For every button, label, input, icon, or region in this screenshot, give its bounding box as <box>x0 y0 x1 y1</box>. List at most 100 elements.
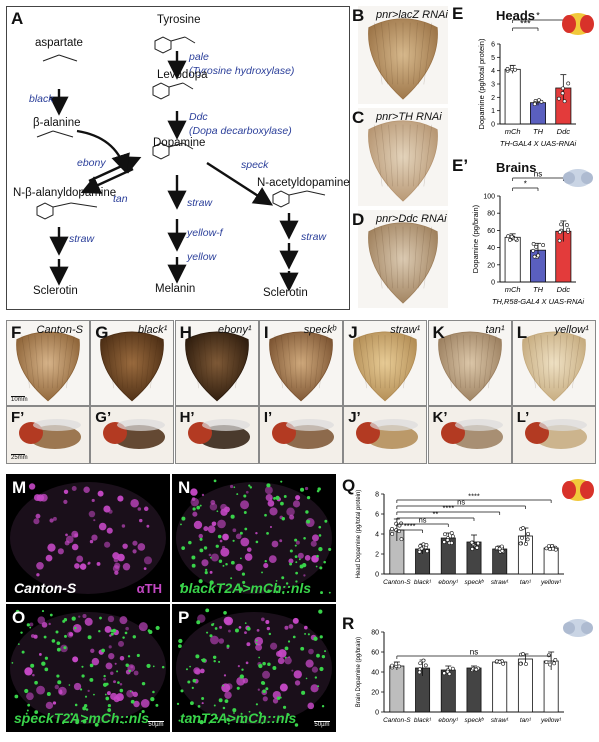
data-point <box>476 541 480 546</box>
category-label: TH <box>533 127 544 136</box>
y-axis-label: Dopamine (pg/total protein) <box>477 38 486 129</box>
pale-enzyme: (Tyrosine hydroxylase) <box>189 65 295 77</box>
ddc-label: Ddc <box>189 111 208 123</box>
panel-letter-sub: F’ <box>11 409 25 426</box>
category-label: mCh <box>505 285 521 294</box>
data-point <box>559 222 564 227</box>
confocal-genotype-label: speckT2A>mCh::nls <box>14 710 149 726</box>
thorax-image-g <box>91 321 174 405</box>
confocal-image <box>176 479 332 595</box>
significance-label: ns <box>534 170 542 179</box>
category-label: speckᵇ <box>464 579 484 586</box>
data-point <box>390 532 395 536</box>
category-label: speckᵇ <box>464 717 484 724</box>
sclerotin-left-label: Sclerotin <box>33 285 78 297</box>
fly-wing <box>285 419 334 431</box>
fly-wing <box>201 419 250 431</box>
data-point <box>474 667 479 672</box>
lateral-fly-image <box>271 419 334 449</box>
lateral-fly-image <box>103 419 166 449</box>
x-axis-label: TH,R58-GAL4 X UAS-RNAi <box>492 297 584 306</box>
y-tick-label: 60 <box>487 228 495 235</box>
speck-label: speck <box>241 159 269 171</box>
data-point <box>470 547 475 551</box>
data-point <box>548 662 552 667</box>
significance-label: * <box>524 180 527 189</box>
channel-label: αTH <box>136 581 162 596</box>
panel-letter-sub: J’ <box>348 409 361 426</box>
significance-label: ns <box>457 498 465 507</box>
fly-wing <box>454 419 503 431</box>
significance-label: **** <box>442 504 454 513</box>
data-point <box>524 542 528 546</box>
thorax-image-l-body <box>521 331 586 402</box>
scalebar-top: 10mm <box>11 396 28 403</box>
rnai-genotype-label: pnr>lacZ RNAi <box>376 9 448 21</box>
data-point <box>566 81 571 86</box>
panel-letter-l: L <box>516 323 528 342</box>
data-point <box>536 253 541 258</box>
thorax-image-d-body <box>368 222 438 304</box>
data-point <box>419 546 424 551</box>
data-point <box>390 527 394 531</box>
black-label: black <box>29 93 54 105</box>
bar-5 <box>517 658 533 713</box>
fly-wing <box>117 419 166 431</box>
fly-wing <box>538 419 587 431</box>
thorax-image-b <box>358 6 448 104</box>
data-point <box>560 91 565 96</box>
thorax-image-c-body <box>368 120 438 202</box>
pathway-arrows <box>49 51 299 292</box>
thorax-image-i-body <box>269 331 333 402</box>
panel-letter-h: H <box>179 323 192 342</box>
dopamine-label: Dopamine <box>153 137 206 149</box>
genotype-label: tan¹ <box>485 324 505 336</box>
data-point <box>539 99 544 104</box>
data-point <box>509 234 514 239</box>
brain-icon-lobe <box>563 172 575 184</box>
ebony-label: ebony <box>77 157 106 169</box>
panel-letter-d: D <box>352 210 365 229</box>
significance-label: ** <box>433 510 439 519</box>
data-point <box>450 534 455 539</box>
data-point <box>562 99 567 104</box>
confocal-scalebar: 50µm <box>314 721 330 728</box>
category-label: ebony¹ <box>438 579 459 586</box>
yellow-f-label: yellow-f <box>187 227 223 239</box>
category-label: tan¹ <box>520 579 532 586</box>
beta-alanine-label: β-alanine <box>33 117 81 129</box>
genotype-label: Canton-S <box>36 324 83 336</box>
thorax-image-j-body <box>353 331 418 402</box>
data-point <box>541 243 546 247</box>
data-point <box>521 652 525 656</box>
data-point <box>442 540 447 544</box>
y-tick-label: 20 <box>487 262 495 269</box>
thorax-image-j <box>344 321 427 405</box>
data-point <box>546 653 551 658</box>
fly-wing <box>370 419 419 431</box>
panel-letter-sub: L’ <box>516 409 530 426</box>
data-point <box>532 254 537 259</box>
confocal-genotype-label: Canton-S <box>14 580 77 596</box>
y-tick-label: 8 <box>375 492 379 499</box>
data-point <box>500 548 505 553</box>
melanin-label: Melanin <box>155 283 196 295</box>
data-point <box>557 96 561 101</box>
significance-label: * <box>536 11 540 21</box>
data-point <box>442 671 447 676</box>
aspartate-label: aspartate <box>35 37 83 49</box>
data-point <box>534 244 539 249</box>
y-tick-label: 3 <box>491 82 495 89</box>
data-point <box>566 227 571 232</box>
genotype-label: speckᵇ <box>303 324 336 336</box>
category-label: straw¹ <box>491 579 510 586</box>
scalebar-bottom: 25mm <box>11 454 28 461</box>
fly-wing <box>33 419 81 431</box>
panel-letter-b: B <box>352 6 365 25</box>
data-point <box>447 672 452 676</box>
data-point <box>553 658 558 662</box>
y-tick-label: 2 <box>491 95 495 102</box>
category-label: yellow¹ <box>540 579 562 586</box>
